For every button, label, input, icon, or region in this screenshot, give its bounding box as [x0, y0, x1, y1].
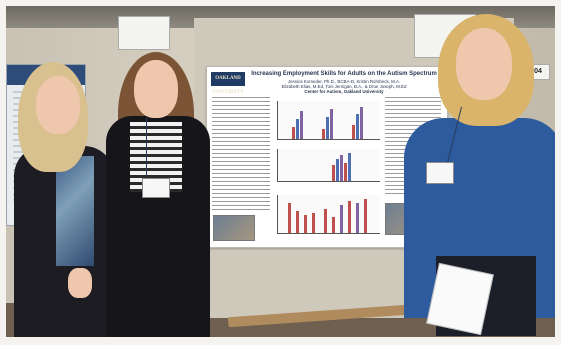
person-3-name-badge [426, 162, 454, 184]
pinned-note [118, 16, 170, 50]
person-2-face [134, 60, 178, 118]
poster-photo [213, 215, 255, 241]
poster-chart [277, 101, 380, 140]
person-3-face [456, 28, 512, 100]
person-2-name-badge [142, 178, 170, 198]
poster-chart [277, 195, 380, 234]
poster-text-column [212, 97, 270, 212]
conference-photo: 04 OAKLAND UNIVERSITY Increasing Employm… [6, 6, 555, 337]
poster-affiliation: Center for Autism, Oakland University [304, 89, 384, 94]
person-2-lanyard [146, 118, 147, 178]
poster-title: Increasing Employment Skills for Adults … [251, 71, 437, 77]
university-logo: OAKLAND UNIVERSITY [211, 72, 245, 95]
person-1-hands [68, 268, 92, 298]
person-1-blouse [56, 156, 94, 266]
person-1-face [36, 76, 80, 134]
poster-authors-2: Elizabeth Elias, M.Ed, Toni Jernigan, B.… [281, 84, 407, 89]
poster-chart [277, 149, 380, 182]
poster-authors: Jessica Korneder, Ph.D., BCBA-D, Kristin… [287, 79, 401, 84]
